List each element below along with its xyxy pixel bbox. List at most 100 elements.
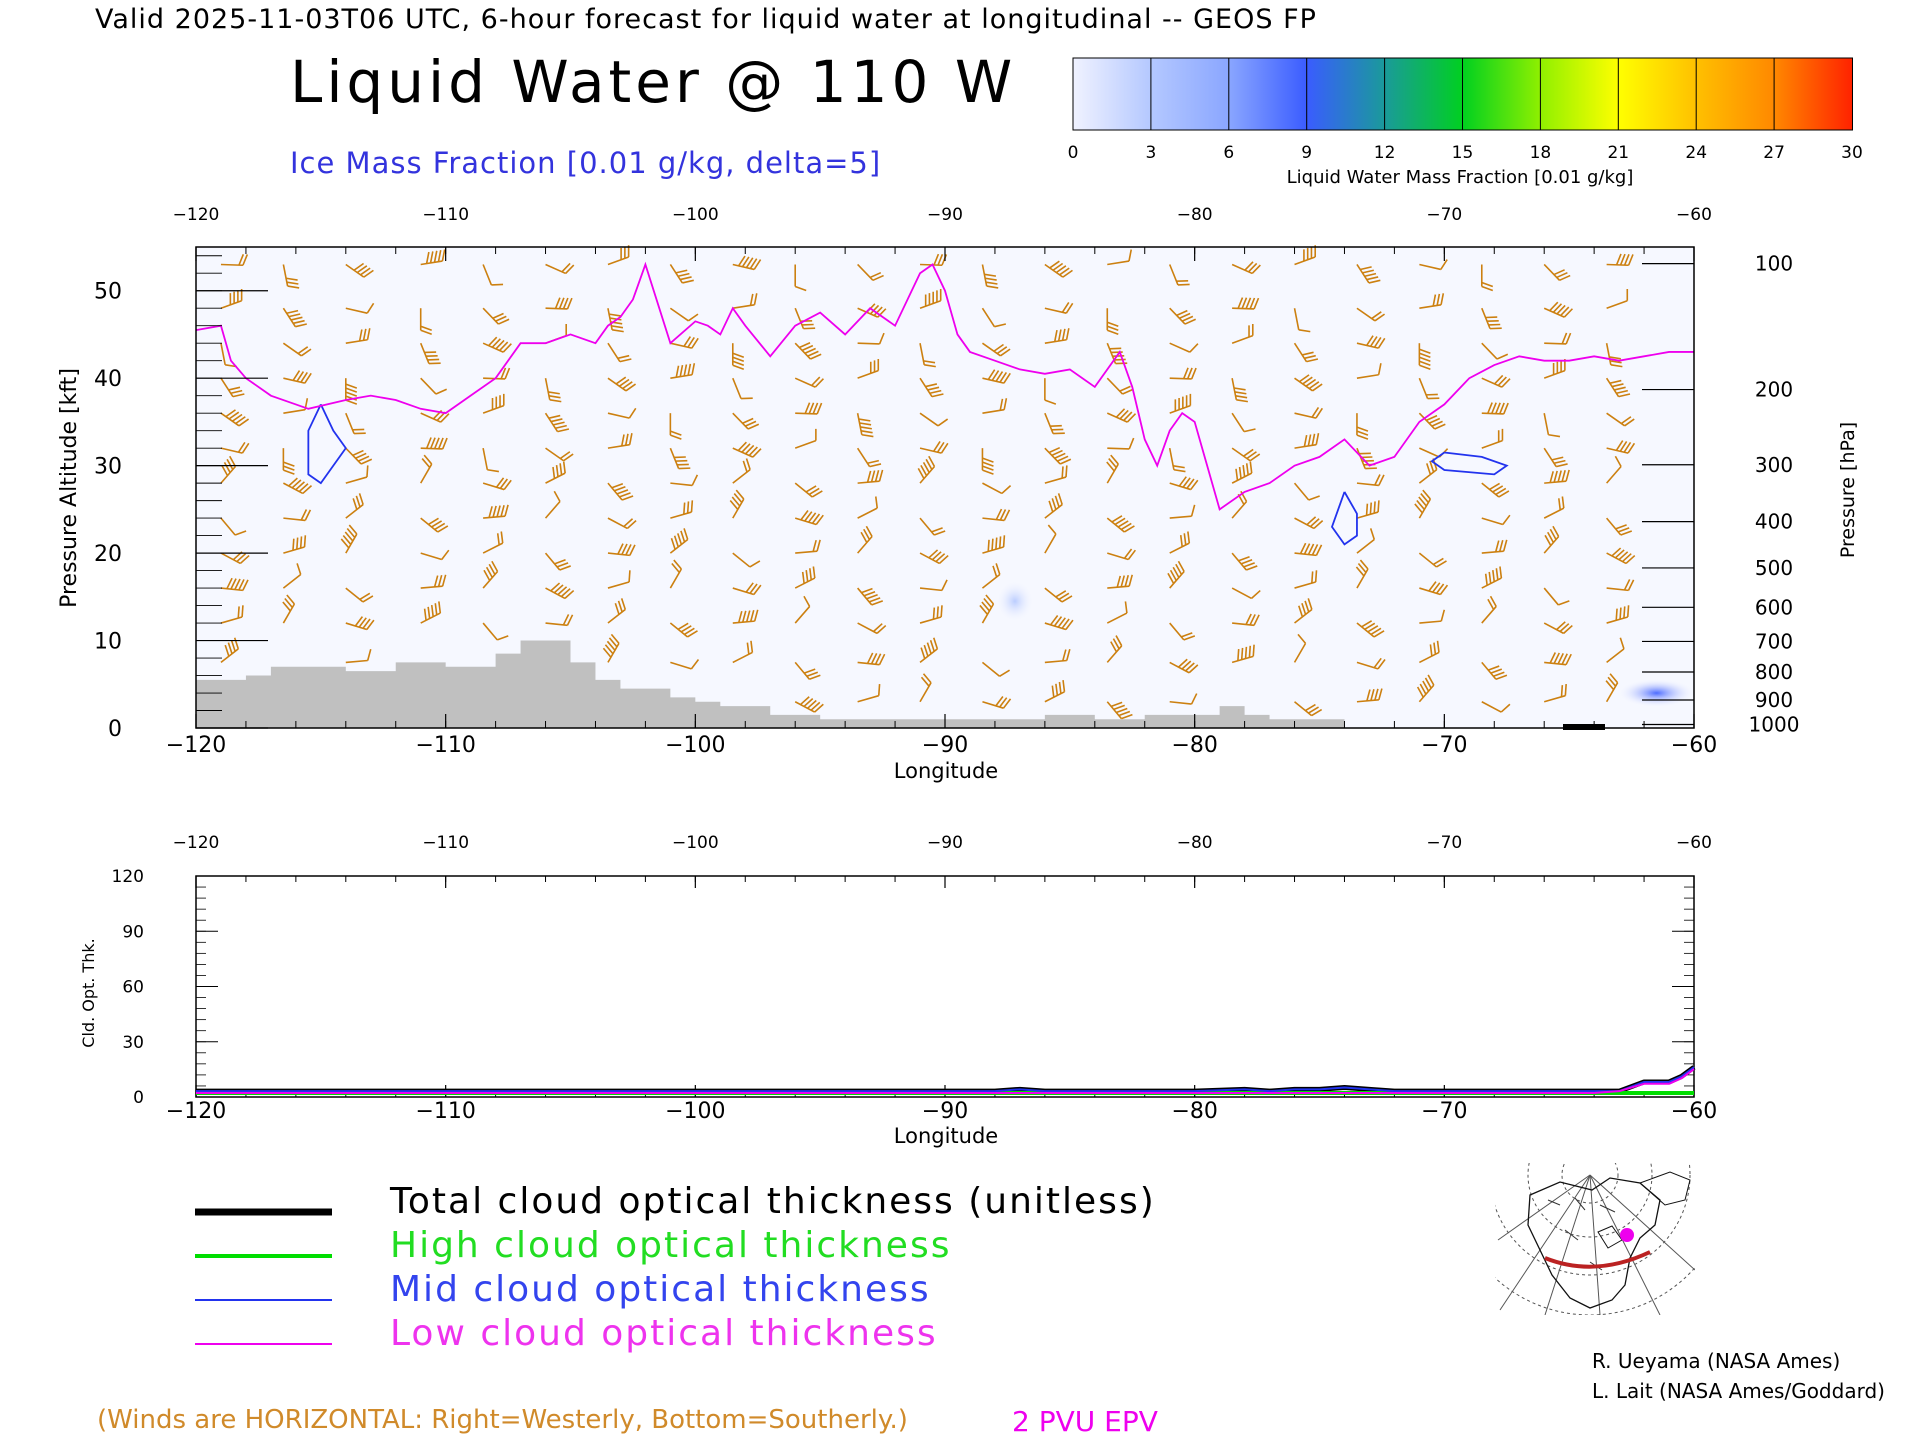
main-top-tick-label: −80 xyxy=(1177,205,1213,225)
barb-feather xyxy=(1113,704,1125,711)
barb-feather xyxy=(488,336,498,347)
barb-shaft xyxy=(732,377,742,399)
wind-barb xyxy=(669,528,689,554)
barb-feather xyxy=(874,470,880,482)
barb-feather xyxy=(619,358,632,363)
barb-feather xyxy=(352,428,365,431)
barb-feather xyxy=(807,512,817,523)
barb-shaft xyxy=(1419,620,1442,624)
wind-barb xyxy=(917,455,936,484)
barb-feather xyxy=(623,518,634,528)
main-top-tick-label: −70 xyxy=(1426,205,1462,225)
barb-feather xyxy=(238,253,245,266)
barb-feather xyxy=(936,290,938,303)
barb-feather xyxy=(1107,321,1119,327)
barb-feather xyxy=(1110,641,1118,653)
barb-feather xyxy=(1624,418,1635,427)
barb-feather xyxy=(1309,518,1320,528)
barb-feather xyxy=(1481,281,1494,288)
barb-feather xyxy=(1176,279,1189,282)
barb-feather xyxy=(628,407,637,419)
barb-feather xyxy=(992,565,998,578)
barb-feather xyxy=(1237,297,1244,309)
barb-feather xyxy=(1185,662,1195,672)
barb-feather xyxy=(749,258,758,269)
legend-label-high: High cloud optical thickness xyxy=(390,1225,951,1266)
wind-barb xyxy=(1481,661,1508,681)
wind-barb xyxy=(857,587,884,606)
wind-barb xyxy=(283,509,312,522)
barb-feather xyxy=(1426,393,1438,396)
barb-feather xyxy=(421,458,431,469)
barb-feather xyxy=(1307,598,1313,610)
wind-barb xyxy=(1294,598,1313,624)
barb-feather xyxy=(1422,489,1431,500)
barb-feather xyxy=(606,640,616,651)
barb-feather xyxy=(1614,386,1626,391)
main-top-tick-label: −100 xyxy=(672,205,719,225)
barb-feather xyxy=(427,358,440,361)
wind-barb xyxy=(1107,437,1135,450)
barb-feather xyxy=(1055,683,1059,696)
barb-feather xyxy=(234,530,247,536)
barb-feather xyxy=(1366,335,1374,346)
barb-shaft xyxy=(1293,642,1307,663)
barb-feather xyxy=(878,469,884,482)
barb-shaft xyxy=(1044,533,1057,554)
barb-shaft xyxy=(857,694,879,703)
barb-feather xyxy=(816,539,821,552)
barb-feather xyxy=(1177,283,1190,286)
barb-feather xyxy=(1432,294,1437,307)
barb-feather xyxy=(920,676,930,687)
cot-x-tick-label: −60 xyxy=(1671,1099,1717,1124)
barb-feather xyxy=(1000,348,1011,357)
barb-feather xyxy=(744,420,757,427)
wind-barb xyxy=(1107,574,1133,589)
barb-feather xyxy=(440,413,450,423)
wind-barb xyxy=(544,412,570,433)
barb-feather xyxy=(863,528,871,540)
barb-feather xyxy=(1233,387,1246,391)
barb-feather xyxy=(1110,454,1119,465)
barb-feather xyxy=(233,291,235,304)
barb-feather xyxy=(737,611,743,623)
barb-feather xyxy=(861,433,874,438)
cot-y-label: Cld. Opt. Thk. xyxy=(79,938,98,1047)
winds-note: (Winds are HORIZONTAL: Right=Westerly, B… xyxy=(97,1405,908,1435)
cot-top-tick-label: −70 xyxy=(1426,833,1462,853)
barb-feather xyxy=(287,285,300,289)
barb-feather xyxy=(1002,535,1006,548)
barb-feather xyxy=(1251,589,1261,599)
barb-feather xyxy=(565,264,575,274)
colorbar-segment xyxy=(1306,57,1386,131)
colorbar-segment xyxy=(1462,57,1542,131)
wind-barb xyxy=(1606,579,1635,592)
barb-feather xyxy=(807,350,819,357)
wind-barb xyxy=(482,622,509,641)
barb-feather xyxy=(1496,353,1509,360)
barb-feather xyxy=(1052,262,1064,271)
legend-label-mid: Mid cloud optical thickness xyxy=(390,1269,931,1310)
wind-barb xyxy=(607,308,624,333)
barb-shaft xyxy=(670,661,692,670)
main-y-tick-label: 30 xyxy=(94,455,122,480)
barb-feather xyxy=(1312,383,1323,392)
barb-feather xyxy=(877,683,881,696)
wind-barb xyxy=(981,307,1007,328)
barb-feather xyxy=(1426,463,1432,475)
wind-barb xyxy=(732,293,758,310)
cot-series-line xyxy=(196,1068,1695,1094)
wind-barbs xyxy=(220,245,1636,720)
barb-feather xyxy=(1623,579,1631,591)
barb-feather xyxy=(420,325,432,331)
wind-barb xyxy=(1418,377,1440,400)
main-top-tick-label: −60 xyxy=(1676,205,1712,225)
barb-feather xyxy=(300,371,308,383)
barb-feather xyxy=(425,354,438,357)
barb-feather xyxy=(1552,303,1563,313)
wind-barb xyxy=(919,343,936,368)
colorbar-segment xyxy=(1539,57,1620,131)
barb-feather xyxy=(304,509,312,521)
barb-feather xyxy=(866,652,874,664)
barb-feather xyxy=(354,432,366,435)
